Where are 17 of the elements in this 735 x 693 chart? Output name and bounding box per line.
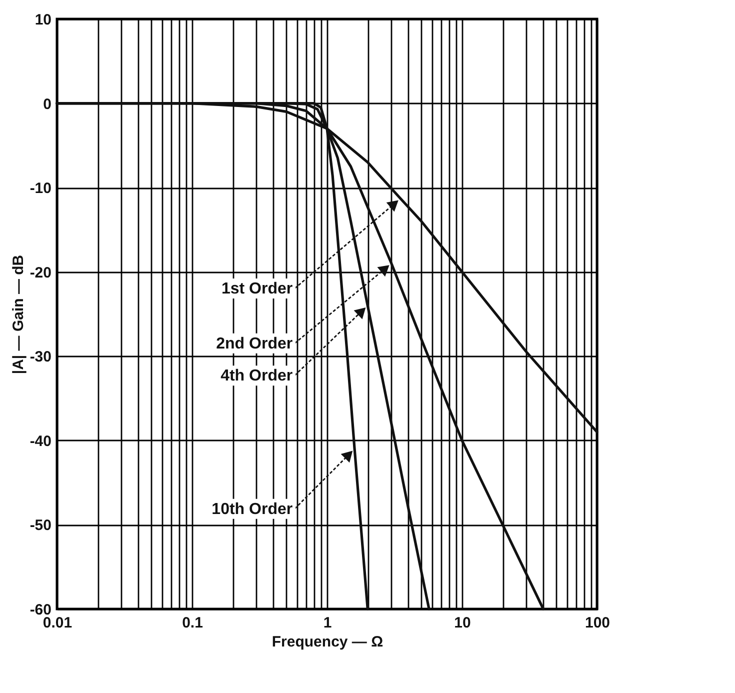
annotation: 1st Order	[221, 280, 293, 298]
x-axis-title: Frequency — Ω	[272, 634, 384, 650]
x-tick-label: 100	[584, 614, 610, 632]
y-tick-label: -20	[30, 264, 52, 282]
y-tick-label: -50	[30, 517, 52, 534]
y-tick-label: -40	[30, 432, 52, 450]
y-tick-label: 10	[34, 12, 52, 28]
y-tick-label: 0	[43, 96, 52, 113]
y-tick-label: -30	[30, 348, 52, 366]
y-tick-label: -10	[30, 180, 52, 198]
annotation: 4th Order	[220, 368, 293, 385]
x-tick-label: 10	[454, 614, 471, 632]
annotation: 10th Order	[212, 500, 293, 518]
x-tick-label: 0.1	[182, 614, 203, 632]
annotation: 2nd Order	[216, 335, 293, 352]
y-axis-title: |A| — Gain — dB	[10, 254, 27, 374]
x-tick-label: 1	[323, 614, 332, 632]
